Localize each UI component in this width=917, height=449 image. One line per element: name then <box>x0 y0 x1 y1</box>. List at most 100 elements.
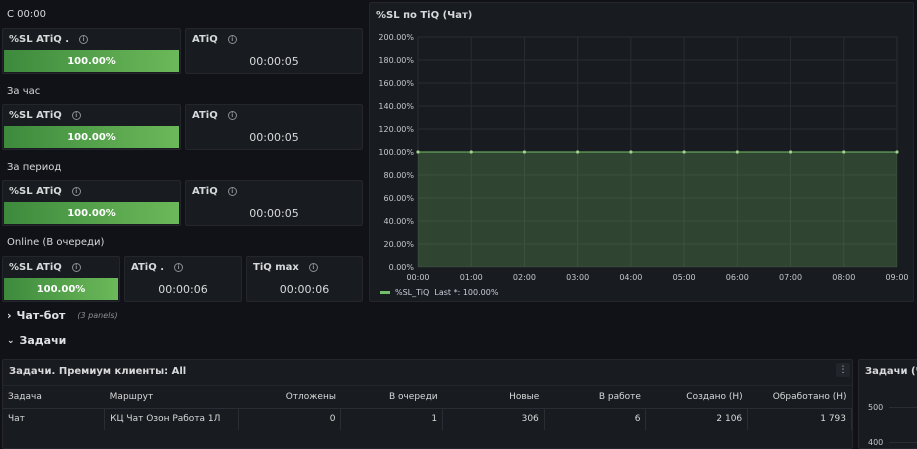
stat-value: 00:00:05 <box>249 55 299 68</box>
sl-gauge: 100.00% <box>4 126 179 148</box>
stat-value: 00:00:05 <box>249 207 299 220</box>
table-cell: 1 793 <box>747 407 852 430</box>
info-icon[interactable]: i <box>227 35 237 44</box>
column-header[interactable]: Отложены <box>285 391 336 402</box>
section-title-hour: За час <box>7 86 41 97</box>
info-icon[interactable]: i <box>308 263 318 272</box>
panel-title: %SL ATiQ <box>9 186 62 197</box>
legend-last-value: Last *: 100.00% <box>434 288 499 297</box>
row-chatbot[interactable]: › Чат-бот (3 panels) <box>7 309 118 322</box>
chevron-down-icon: ⌄ <box>7 335 15 346</box>
chart-title: %SL по TiQ (Чат) <box>376 10 473 21</box>
section-title-online: Online (В очереди) <box>7 237 105 248</box>
y-tick-label: 0.00% <box>389 263 415 272</box>
x-tick-label: 06:00 <box>726 273 749 282</box>
y-tick-label: 200.00% <box>378 33 414 42</box>
sl-panel-s00[interactable]: %SL ATiQ . i 100.00% <box>2 28 181 74</box>
y-tick-label: 180.00% <box>378 56 414 65</box>
y-tick-label: 120.00% <box>378 125 414 134</box>
sl-panel-online[interactable]: %SL ATiQ i 100.00% <box>2 256 120 302</box>
sl-gauge: 100.00% <box>4 202 179 224</box>
data-point <box>895 150 899 154</box>
x-tick-label: 03:00 <box>566 273 589 282</box>
info-icon[interactable]: i <box>71 263 81 272</box>
row-title: Задачи <box>19 334 67 347</box>
chart-legend[interactable]: %SL_TiQ Last *: 100.00% <box>380 288 498 297</box>
x-tick-label: 08:00 <box>832 273 855 282</box>
sl-tiq-chart-panel[interactable]: %SL по TiQ (Чат) 0.00% 20.00% 40.00% 60.00%… <box>369 2 914 302</box>
y-tick-label: 40.00% <box>383 217 414 226</box>
atiq-panel-online[interactable]: ATiQ . i 00:00:06 <box>124 256 242 302</box>
gauge-value: 100.00% <box>67 55 116 67</box>
column-header[interactable]: Маршрут <box>109 391 154 402</box>
tasks-table-panel[interactable]: Задачи. Премиум клиенты: All ⋮ Задача Мар… <box>2 359 853 449</box>
info-icon[interactable]: i <box>174 263 183 272</box>
y-tick-label: 140.00% <box>378 102 414 111</box>
info-icon[interactable]: i <box>79 35 89 44</box>
column-header[interactable]: Создано (Н) <box>686 391 743 402</box>
tiqmax-panel-online[interactable]: TiQ max i 00:00:06 <box>246 256 363 302</box>
panel-title: Задачи (Ча <box>865 366 917 377</box>
data-point <box>735 150 739 154</box>
tasks-table: Задача Маршрут Отложены В очереди Новые В раб… <box>3 386 852 430</box>
panel-title: ATiQ <box>192 110 218 121</box>
row-tasks[interactable]: ⌄ Задачи <box>7 334 66 347</box>
series-area <box>418 152 897 267</box>
x-tick-label: 04:00 <box>619 273 642 282</box>
gridline <box>889 442 917 443</box>
gauge-value: 100.00% <box>36 283 86 295</box>
x-tick-label: 09:00 <box>885 273 908 282</box>
atiq-panel-s00[interactable]: ATiQ i 00:00:05 <box>185 28 363 74</box>
panel-title: %SL ATiQ <box>9 262 62 273</box>
sl-panel-hour[interactable]: %SL ATiQ i 100.00% <box>2 104 181 150</box>
column-header[interactable]: Новые <box>509 391 540 402</box>
stat-value: 00:00:06 <box>279 283 330 296</box>
info-icon[interactable]: i <box>71 187 81 196</box>
x-tick-label: 02:00 <box>513 273 536 282</box>
panel-title: TiQ max <box>253 262 299 273</box>
x-tick-label: 01:00 <box>460 273 483 282</box>
sl-gauge: 100.00% <box>4 278 118 300</box>
info-icon[interactable]: i <box>71 111 81 120</box>
chart-plot: 0.00% 20.00% 40.00% 60.00% 80.00% 100.00% 120.… <box>378 33 908 282</box>
stat-value: 00:00:06 <box>158 283 208 296</box>
column-header[interactable]: Задача <box>8 391 42 402</box>
info-icon[interactable]: i <box>227 111 237 120</box>
sl-panel-period[interactable]: %SL ATiQ i 100.00% <box>2 180 181 226</box>
data-point <box>842 150 846 154</box>
legend-swatch <box>380 291 390 294</box>
x-tick-label: 07:00 <box>779 273 802 282</box>
x-tick-label: 05:00 <box>673 273 696 282</box>
column-header[interactable]: В работе <box>598 391 641 402</box>
atiq-panel-hour[interactable]: ATiQ i 00:00:05 <box>185 104 363 150</box>
info-icon[interactable]: i <box>227 187 237 196</box>
atiq-panel-period[interactable]: ATiQ i 00:00:05 <box>185 180 363 226</box>
gauge-value: 100.00% <box>67 207 116 219</box>
y-tick-label: 100.00% <box>378 148 414 157</box>
table-cell: 306 <box>442 407 545 430</box>
row-panel-count: (3 panels) <box>77 311 118 320</box>
data-point <box>788 150 793 154</box>
data-point <box>682 150 686 154</box>
table-cell: Чат <box>3 407 106 430</box>
y-tick-label: 80.00% <box>383 171 414 180</box>
chevron-right-icon: › <box>7 309 12 322</box>
table-header-row: Задача Маршрут Отложены В очереди Новые В раб… <box>3 386 852 408</box>
y-tick-label: 160.00% <box>378 79 414 88</box>
table-cell: КЦ Чат Озон Работа 1Л <box>104 407 239 430</box>
table-row[interactable]: Чат КЦ Чат Озон Работа 1Л 0 1 306 6 2 106 1 793 <box>3 407 852 430</box>
stat-value: 00:00:05 <box>249 131 299 144</box>
panel-title: ATiQ . <box>131 262 164 273</box>
legend-series-name: %SL_TiQ <box>395 288 430 297</box>
sl-gauge: 100.00% <box>4 50 179 72</box>
panel-title: Задачи. Премиум клиенты: All <box>9 366 187 377</box>
gridline <box>889 407 917 408</box>
tasks-side-chart-panel[interactable]: Задачи (Ча 500 400 <box>858 359 917 449</box>
column-header[interactable]: В очереди <box>388 391 438 402</box>
panel-menu-icon[interactable]: ⋮ <box>836 363 850 377</box>
data-point <box>629 150 633 154</box>
column-header[interactable]: Обработано (Н) <box>772 391 847 402</box>
y-tick-label: 20.00% <box>383 240 414 249</box>
y-tick-label: 60.00% <box>383 194 414 203</box>
panel-title: %SL ATiQ . <box>9 34 70 45</box>
